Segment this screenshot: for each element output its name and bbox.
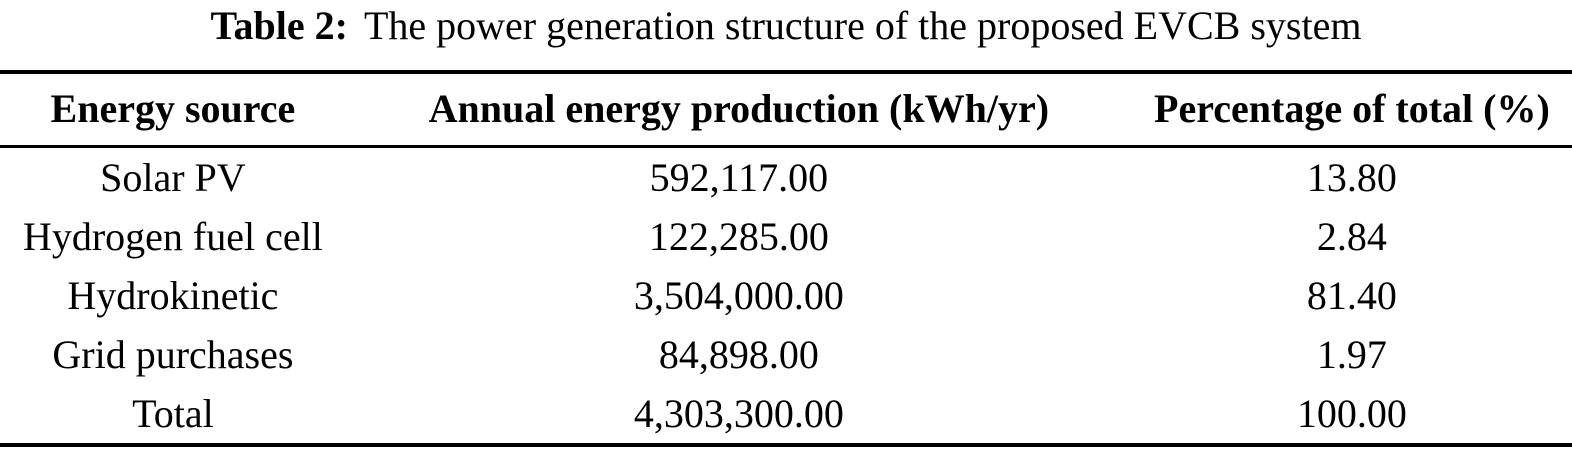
column-header-energy-source: Energy source [0,72,346,148]
cell-production: 592,117.00 [649,155,829,200]
table-row-total: Total 4,303,300.00 100.00 [0,384,1572,445]
cell-percentage: 81.40 [1306,273,1397,318]
table-caption-label: Table 2: [210,3,348,48]
table-row-grid-purchases: Grid purchases 84,898.00 1.97 [0,325,1572,384]
cell-percentage: 2.84 [1316,214,1387,259]
cell-percentage: 100.00 [1296,391,1407,436]
table-row-hydrogen-fuel-cell: Hydrogen fuel cell 122,285.00 2.84 [0,207,1572,266]
table-caption: Table 2: The power generation structure o… [0,2,1572,50]
column-header-percentage: Percentage of total (%) [1131,72,1572,148]
header-row: Energy source Annual energy production (… [0,72,1572,148]
cell-percentage: 13.80 [1306,155,1397,200]
cell-energy-source: Solar PV [100,155,246,200]
table-row-solar-pv: Solar PV 592,117.00 13.80 [0,147,1572,208]
table-caption-text: The power generation structure of the pr… [363,3,1362,48]
column-header-annual-production: Annual energy production (kWh/yr) [345,72,1132,148]
power-generation-table: Energy source Annual energy production (… [0,70,1572,447]
table-row-hydrokinetic: Hydrokinetic 3,504,000.00 81.40 [0,266,1572,325]
cell-energy-source: Total [132,391,214,436]
cell-production: 3,504,000.00 [633,273,844,318]
cell-energy-source: Grid purchases [52,332,294,377]
cell-production: 4,303,300.00 [633,391,844,436]
cell-energy-source: Hydrokinetic [67,273,279,318]
cell-production: 122,285.00 [648,214,829,259]
cell-energy-source: Hydrogen fuel cell [22,214,323,259]
cell-percentage: 1.97 [1316,332,1387,377]
cell-production: 84,898.00 [658,332,819,377]
